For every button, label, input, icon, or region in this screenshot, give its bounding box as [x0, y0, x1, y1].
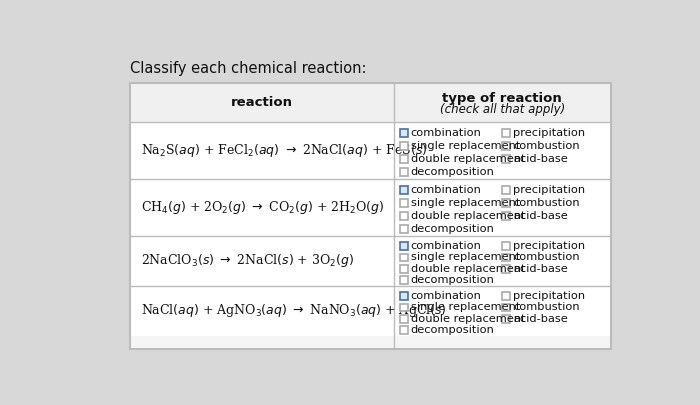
Text: combustion: combustion — [513, 252, 580, 262]
Text: combustion: combustion — [513, 303, 580, 312]
Bar — [130, 179, 610, 236]
Bar — [400, 292, 407, 300]
Text: acid-base: acid-base — [513, 264, 568, 274]
Text: 2NaClO$_3$$(s)$ $\rightarrow$ 2NaCl$(s)$ + 3O$_2$$(g)$: 2NaClO$_3$$(s)$ $\rightarrow$ 2NaCl$(s)$… — [141, 252, 354, 269]
Bar — [502, 242, 510, 250]
Text: double replacement: double replacement — [411, 314, 525, 324]
Bar — [130, 83, 610, 122]
Text: acid-base: acid-base — [513, 314, 568, 324]
Bar — [400, 199, 407, 207]
Bar — [400, 186, 407, 194]
Text: precipitation: precipitation — [513, 241, 585, 251]
Bar — [130, 83, 610, 349]
Bar — [502, 155, 510, 163]
Text: decomposition: decomposition — [411, 275, 494, 285]
Text: single replacement: single replacement — [411, 303, 520, 312]
Text: precipitation: precipitation — [513, 128, 585, 138]
Bar — [400, 276, 407, 284]
Text: decomposition: decomposition — [411, 224, 494, 234]
Bar — [400, 168, 407, 176]
Text: decomposition: decomposition — [411, 167, 494, 177]
Text: combination: combination — [411, 291, 482, 301]
Bar — [400, 155, 407, 163]
Text: Na$_2$S$(aq)$ + FeCl$_2$$(aq)$ $\rightarrow$ 2NaCl$(aq)$ + FeS$(s)$: Na$_2$S$(aq)$ + FeCl$_2$$(aq)$ $\rightar… — [141, 142, 428, 159]
Bar — [400, 326, 407, 334]
Bar — [400, 315, 407, 323]
Text: NaCl$(aq)$ + AgNO$_3$$(aq)$ $\rightarrow$ NaNO$_3$$(aq)$ + AgCl$(s)$: NaCl$(aq)$ + AgNO$_3$$(aq)$ $\rightarrow… — [141, 302, 447, 319]
Bar — [400, 304, 407, 311]
Text: single replacement: single replacement — [411, 141, 520, 151]
Bar — [502, 315, 510, 323]
Text: combination: combination — [411, 185, 482, 195]
Text: acid-base: acid-base — [513, 211, 568, 221]
Text: reaction: reaction — [231, 96, 293, 109]
Bar — [502, 186, 510, 194]
Bar — [502, 129, 510, 137]
Text: CH$_4$$(g)$ + 2O$_2$$(g)$ $\rightarrow$ CO$_2$$(g)$ + 2H$_2$O$(g)$: CH$_4$$(g)$ + 2O$_2$$(g)$ $\rightarrow$ … — [141, 199, 384, 216]
Text: single replacement: single replacement — [411, 198, 520, 208]
Text: double replacement: double replacement — [411, 154, 525, 164]
Bar — [130, 122, 610, 179]
Bar — [400, 265, 407, 273]
Bar — [400, 225, 407, 233]
Bar — [502, 212, 510, 220]
Bar — [400, 212, 407, 220]
Bar — [502, 265, 510, 273]
Bar — [400, 142, 407, 150]
Bar — [400, 129, 407, 137]
Bar — [502, 292, 510, 300]
Bar — [400, 254, 407, 261]
Text: precipitation: precipitation — [513, 185, 585, 195]
Bar — [130, 236, 610, 286]
Text: precipitation: precipitation — [513, 291, 585, 301]
Text: combination: combination — [411, 128, 482, 138]
Text: (check all that apply): (check all that apply) — [440, 103, 565, 116]
Text: Classify each chemical reaction:: Classify each chemical reaction: — [130, 61, 367, 76]
Text: decomposition: decomposition — [411, 325, 494, 335]
Bar — [130, 286, 610, 336]
Bar — [502, 254, 510, 261]
Text: combination: combination — [411, 241, 482, 251]
Bar — [502, 142, 510, 150]
Bar — [502, 304, 510, 311]
Text: combustion: combustion — [513, 141, 580, 151]
Text: double replacement: double replacement — [411, 211, 525, 221]
Text: combustion: combustion — [513, 198, 580, 208]
Bar — [400, 242, 407, 250]
Bar — [130, 83, 610, 349]
Text: type of reaction: type of reaction — [442, 92, 562, 105]
Text: double replacement: double replacement — [411, 264, 525, 274]
Bar — [502, 199, 510, 207]
Text: acid-base: acid-base — [513, 154, 568, 164]
Text: single replacement: single replacement — [411, 252, 520, 262]
